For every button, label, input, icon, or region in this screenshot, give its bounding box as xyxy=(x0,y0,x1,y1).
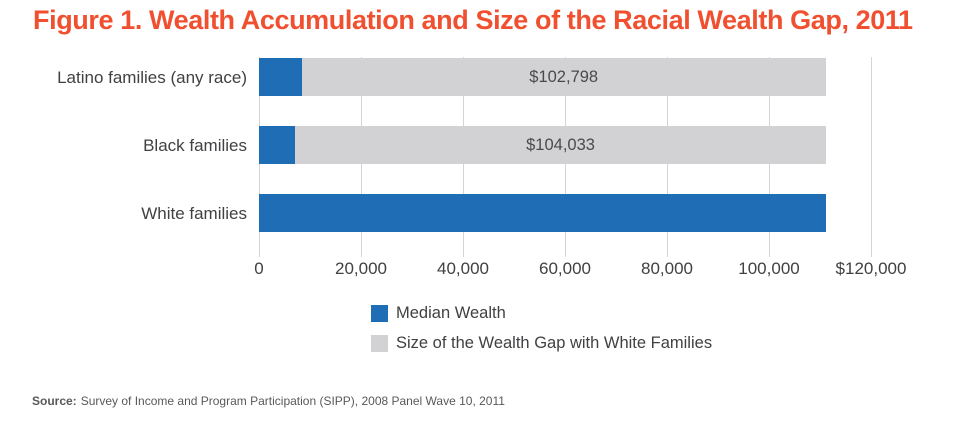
category-label-latino: Latino families (any race) xyxy=(57,68,247,87)
wealth-gap-bar-latino: $102,798 xyxy=(301,58,826,96)
x-axis-tick-0: 0 xyxy=(254,259,264,278)
wealth-gap-value-latino: $102,798 xyxy=(529,67,599,86)
x-axis-tick-80000: 80,000 xyxy=(641,259,693,278)
wealth-gap-value-black: $104,033 xyxy=(526,135,595,154)
x-axis-tick-120000: $120,000 xyxy=(835,259,907,278)
median-wealth-bar-white xyxy=(259,194,826,232)
source-label: Source: xyxy=(32,394,77,408)
plot-area: $102,798 $104,033 xyxy=(259,57,872,257)
x-axis-tick-40000: 40,000 xyxy=(437,259,489,278)
median-wealth-bar-black xyxy=(259,126,296,164)
gridline-120000 xyxy=(871,57,872,257)
median-wealth-bar-latino xyxy=(259,58,302,96)
x-axis-tick-20000: 20,000 xyxy=(335,259,387,278)
x-axis-tick-100000: 100,000 xyxy=(738,259,800,278)
chart-legend: Median Wealth Size of the Wealth Gap wit… xyxy=(371,304,712,364)
bar-row-white xyxy=(259,194,871,232)
legend-label-wealth-gap: Size of the Wealth Gap with White Famili… xyxy=(396,334,713,352)
category-label-white: White families xyxy=(141,204,247,223)
legend-item-wealth-gap: Size of the Wealth Gap with White Famili… xyxy=(371,334,712,353)
category-label-black: Black families xyxy=(143,136,247,155)
median-wealth-swatch-icon xyxy=(371,305,388,322)
source-text: Survey of Income and Program Participati… xyxy=(80,394,505,408)
wealth-gap-bar-black: $104,033 xyxy=(295,126,826,164)
source-note: Source: Survey of Income and Program Part… xyxy=(32,394,505,408)
x-axis-tick-60000: 60,000 xyxy=(539,259,591,278)
figure-title: Figure 1. Wealth Accumulation and Size o… xyxy=(33,5,913,35)
bar-row-black: $104,033 xyxy=(259,126,871,164)
bar-row-latino: $102,798 xyxy=(259,58,871,96)
legend-label-median-wealth: Median Wealth xyxy=(396,304,506,322)
legend-item-median-wealth: Median Wealth xyxy=(371,304,712,323)
wealth-gap-swatch-icon xyxy=(371,335,388,352)
